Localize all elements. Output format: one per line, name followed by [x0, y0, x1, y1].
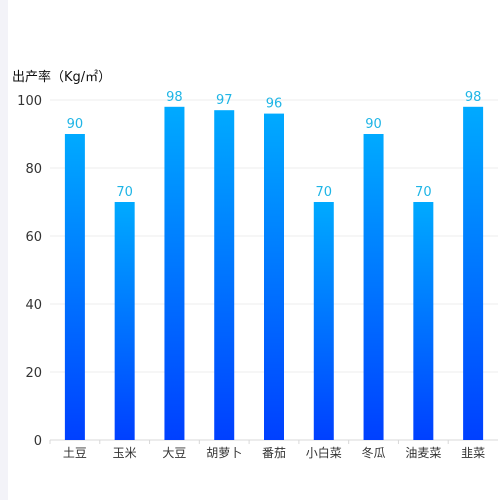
- bar: [363, 134, 384, 440]
- bar: [164, 106, 185, 441]
- data-label: 70: [415, 185, 432, 200]
- data-label: 98: [465, 90, 482, 105]
- x-tick-label: 冬瓜: [362, 445, 386, 460]
- value-labels: 90 70 98 97 96 70 90 70 98: [67, 90, 482, 200]
- data-label: 98: [166, 90, 183, 105]
- y-axis-title: 出产率（Kg/㎡）: [12, 69, 111, 85]
- x-tick-label: 小白菜: [306, 445, 342, 460]
- x-tick-label: 油麦菜: [405, 446, 441, 460]
- data-label: 70: [316, 185, 333, 200]
- y-tick-label: 20: [25, 366, 42, 381]
- axes: 0 20 40 60 80 100 土豆 玉米 大豆 胡萝卜 番茄 小白菜 冬瓜 油麦菜 韭菜: [17, 94, 498, 460]
- y-tick-label: 80: [25, 162, 42, 177]
- x-tick-label: 胡萝卜: [206, 446, 242, 460]
- x-tick-label: 大豆: [162, 446, 186, 460]
- bar: [313, 202, 334, 440]
- y-tick-label: 60: [25, 230, 42, 245]
- bar: [463, 106, 484, 441]
- bar: [64, 134, 85, 440]
- bar: [413, 202, 434, 440]
- data-label: 70: [116, 185, 133, 200]
- bar: [114, 202, 135, 440]
- data-label: 90: [67, 117, 84, 132]
- x-tick-label: 土豆: [63, 446, 87, 460]
- bars: [64, 106, 484, 441]
- bar: [264, 113, 284, 440]
- bar: [214, 110, 235, 440]
- y-tick-label: 40: [25, 298, 42, 313]
- data-label: 97: [216, 93, 233, 108]
- y-tick-label: 0: [34, 434, 42, 449]
- y-tick-label: 100: [17, 94, 42, 109]
- left-panel-strip: [0, 0, 8, 500]
- x-tick-label: 韭菜: [461, 446, 485, 460]
- data-label: 96: [266, 97, 283, 112]
- x-tick-label: 番茄: [262, 446, 286, 460]
- x-tick-label: 玉米: [113, 446, 137, 460]
- data-label: 90: [365, 117, 382, 132]
